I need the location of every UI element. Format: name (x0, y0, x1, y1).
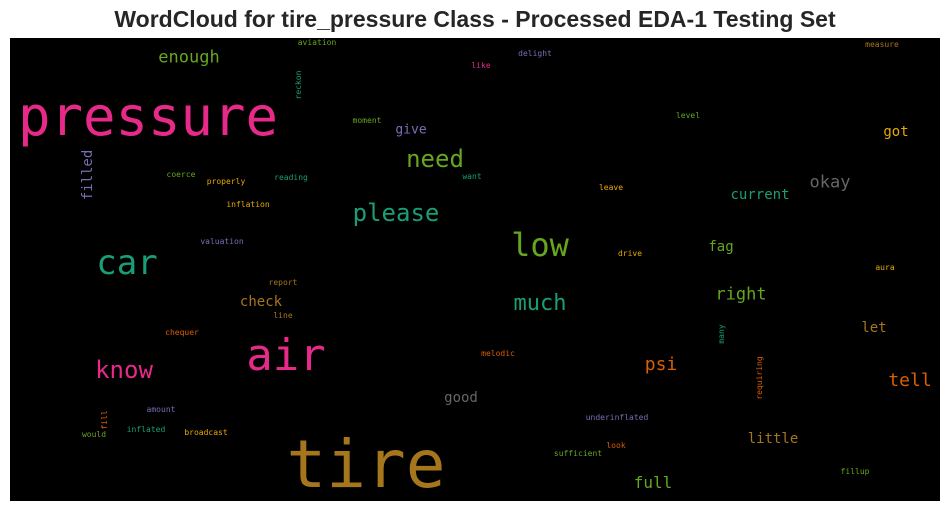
word-like: like (471, 62, 490, 70)
word-leave: leave (599, 184, 623, 192)
word-current: current (730, 188, 789, 202)
word-air: air (246, 334, 325, 378)
word-okay: okay (810, 175, 851, 192)
word-check: check (240, 295, 282, 309)
word-cloud: pressure tire air car low please need much know e… (10, 38, 940, 501)
word-broadcast: broadcast (184, 429, 227, 437)
word-fag: fag (708, 240, 733, 254)
word-got: got (883, 125, 908, 139)
word-pressure: pressure (18, 90, 278, 144)
word-look: look (606, 442, 625, 450)
word-aviation: aviation (298, 39, 337, 47)
word-enough: enough (158, 50, 219, 67)
word-measure: measure (865, 41, 899, 49)
word-inflated: inflated (127, 426, 166, 434)
word-coerce: coerce (167, 171, 196, 179)
word-car: car (96, 246, 157, 280)
word-give: give (395, 124, 426, 137)
word-let: let (861, 321, 886, 335)
word-report: report (269, 279, 298, 287)
word-fill: fill (101, 410, 109, 429)
word-melodic: melodic (481, 350, 515, 358)
chart-title: WordCloud for tire_pressure Class - Proc… (0, 6, 950, 33)
word-reading: reading (274, 174, 308, 182)
word-reckon: reckon (295, 71, 303, 100)
word-tire: tire (287, 432, 446, 498)
word-valuation: valuation (200, 238, 243, 246)
word-please: please (353, 201, 440, 225)
word-full: full (634, 475, 673, 491)
word-properly: properly (207, 178, 246, 186)
word-little: little (748, 432, 799, 446)
word-moment: moment (353, 117, 382, 125)
word-psi: psi (645, 356, 678, 374)
word-amount: amount (147, 406, 176, 414)
word-underinflated: underinflated (586, 414, 649, 422)
word-need: need (406, 147, 464, 171)
word-good: good (444, 391, 478, 405)
word-level: level (676, 112, 700, 120)
word-low: low (511, 229, 569, 261)
word-right: right (715, 287, 766, 304)
word-sufficient: sufficient (554, 450, 602, 458)
word-tell: tell (888, 372, 931, 390)
word-filled: filled (81, 150, 95, 201)
word-chequer: chequer (165, 329, 199, 337)
word-fillup: fillup (841, 468, 870, 476)
word-inflation: inflation (226, 201, 269, 209)
word-much: much (514, 293, 567, 315)
word-many: many (718, 324, 726, 343)
word-delight: delight (518, 50, 552, 58)
word-drive: drive (618, 250, 642, 258)
word-aura: aura (875, 264, 894, 272)
word-line: line (273, 312, 292, 320)
word-requiring: requiring (756, 356, 764, 399)
word-want: want (462, 173, 481, 181)
word-know: know (95, 358, 153, 382)
word-would: would (82, 431, 106, 439)
